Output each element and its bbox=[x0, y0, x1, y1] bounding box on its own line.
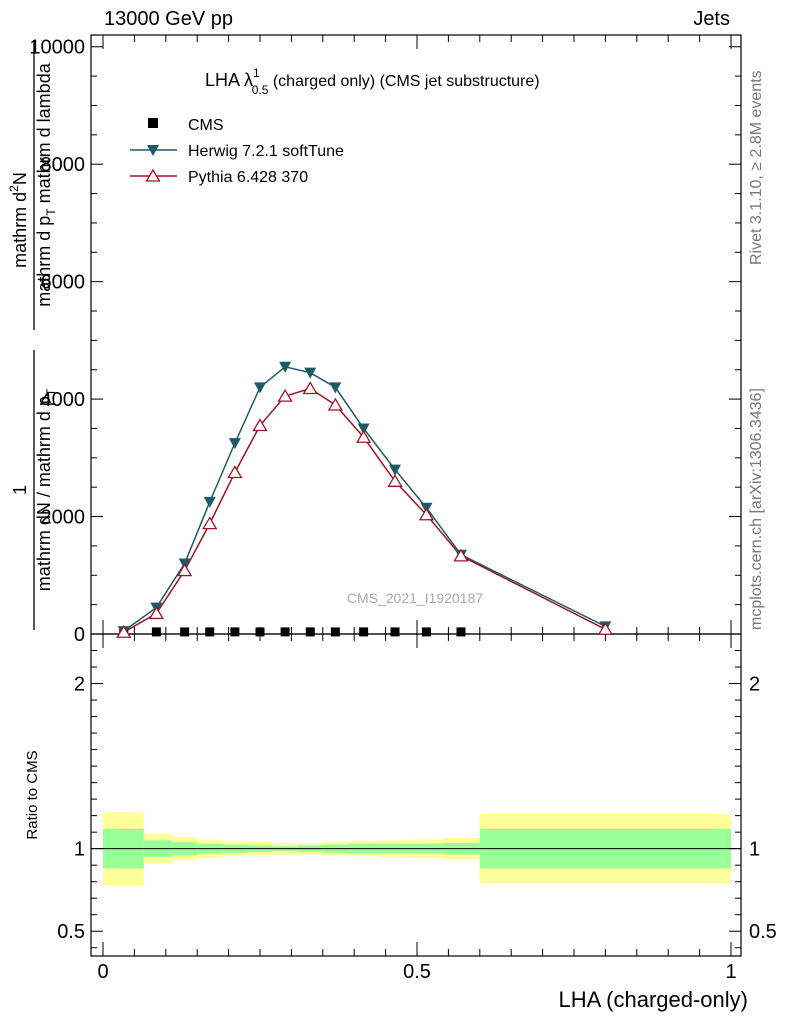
pythia-point bbox=[148, 606, 165, 620]
y-label-main-bottom-sub: T bbox=[44, 208, 58, 216]
y-tick-label: 8000 bbox=[41, 154, 86, 176]
ratio-tick-label: 2 bbox=[74, 674, 85, 696]
cms-point bbox=[305, 627, 315, 637]
x-tick-label: 1 bbox=[725, 961, 736, 983]
title-main: LHA λ bbox=[205, 70, 253, 90]
y-label-main-bottom: mathrm d pT mathrm d lambda bbox=[34, 62, 58, 306]
y-label-main-top-rest: N bbox=[10, 172, 30, 185]
x-tick-label: 0 bbox=[97, 961, 108, 983]
cms-point bbox=[280, 627, 290, 637]
cms-point bbox=[230, 627, 240, 637]
pythia-point bbox=[202, 516, 218, 530]
herwig-point bbox=[357, 423, 370, 435]
header-left: 13000 GeV pp bbox=[104, 8, 233, 30]
herwig-point bbox=[389, 464, 402, 476]
cms-point bbox=[456, 627, 466, 637]
y-tick-label: 6000 bbox=[41, 272, 86, 294]
y-label-main-bottom-rest: mathrm d lambda bbox=[34, 62, 54, 208]
cms-point bbox=[180, 627, 190, 637]
pythia-point bbox=[387, 474, 403, 487]
herwig-point bbox=[228, 438, 241, 450]
y-tick-label: 0 bbox=[74, 624, 85, 646]
pythia-point bbox=[177, 563, 193, 577]
plot-title: LHA λ1 0.5 (charged only) (CMS jet substr… bbox=[205, 66, 540, 97]
pythia-point bbox=[277, 388, 293, 402]
y-tick-label: 4000 bbox=[41, 389, 86, 411]
cms-point bbox=[255, 627, 265, 637]
cms-point bbox=[330, 627, 340, 637]
herwig-point bbox=[329, 382, 342, 394]
ratio-frame bbox=[90, 633, 742, 957]
side-label-site: mcplots.cern.ch [arXiv:1306.3436] bbox=[748, 388, 765, 630]
pythia-point bbox=[302, 381, 318, 395]
legend-label-herwig: Herwig 7.2.1 softTune bbox=[188, 143, 344, 160]
cms-point bbox=[421, 627, 431, 637]
cms-point bbox=[151, 627, 161, 637]
pythia-point bbox=[227, 465, 243, 479]
series bbox=[116, 361, 614, 638]
y-label-main-top: mathrm d2N bbox=[7, 172, 30, 268]
ratio-y-label: Ratio to CMS bbox=[24, 750, 41, 839]
pythia-line bbox=[123, 387, 606, 633]
herwig-point bbox=[279, 361, 292, 373]
y-label-main-top-sup: 2 bbox=[7, 185, 21, 192]
y-axis-label: 1 mathrm dN / mathrm d pT mathrm d2N mat… bbox=[7, 40, 58, 630]
x-tick-label: 0.5 bbox=[403, 961, 431, 983]
legend-marker-herwig bbox=[147, 145, 159, 156]
title-sup: 1 bbox=[253, 66, 260, 80]
herwig-point bbox=[203, 496, 216, 508]
title-rest: (charged only) (CMS jet substructure) bbox=[268, 73, 539, 90]
cms-point bbox=[390, 627, 400, 637]
herwig-point bbox=[304, 367, 317, 379]
cms-point bbox=[359, 627, 369, 637]
cms-point bbox=[205, 627, 215, 637]
axes: 0 2000 4000 6000 8000 10000 0 0.5 1 0.5 0.5 1 1 2 2 bbox=[29, 35, 777, 983]
x-axis-label: LHA (charged-only) bbox=[558, 987, 748, 1012]
pythia-point bbox=[597, 622, 614, 635]
pythia-point bbox=[327, 397, 343, 411]
watermark: CMS_2021_I1920187 bbox=[347, 590, 483, 606]
y-label-frac-sub: T bbox=[44, 388, 58, 396]
pythia-point bbox=[355, 429, 372, 443]
legend-marker-cms bbox=[148, 118, 158, 128]
y-label-frac-top: 1 bbox=[10, 485, 30, 495]
legend: CMS Herwig 7.2.1 softTune Pythia 6.428 3… bbox=[130, 117, 344, 186]
y-label-frac-bottom: mathrm dN / mathrm d pT bbox=[34, 388, 58, 591]
ratio-tick-label-right: 2 bbox=[749, 674, 760, 696]
pythia-point bbox=[116, 624, 132, 638]
herwig-point bbox=[254, 382, 266, 394]
legend-label-cms: CMS bbox=[188, 117, 224, 134]
side-label-rivet: Rivet 3.1.10, ≥ 2.8M events bbox=[748, 70, 765, 265]
ratio-tick-label-right: 0.5 bbox=[749, 921, 777, 943]
pythia-point bbox=[252, 418, 268, 432]
pythia-point bbox=[418, 507, 435, 521]
legend-label-pythia: Pythia 6.428 370 bbox=[188, 169, 308, 186]
ratio-tick-label: 0.5 bbox=[57, 921, 85, 943]
y-tick-label: 10000 bbox=[29, 37, 85, 59]
herwig-line bbox=[123, 365, 606, 632]
header-right: Jets bbox=[693, 8, 730, 30]
pythia-point bbox=[453, 548, 469, 562]
legend-marker-pythia bbox=[145, 168, 161, 182]
ratio-tick-label-right: 1 bbox=[749, 839, 760, 861]
y-tick-label: 2000 bbox=[41, 507, 86, 529]
ratio-tick-label: 1 bbox=[74, 839, 85, 861]
title-sub: 0.5 bbox=[252, 83, 269, 97]
